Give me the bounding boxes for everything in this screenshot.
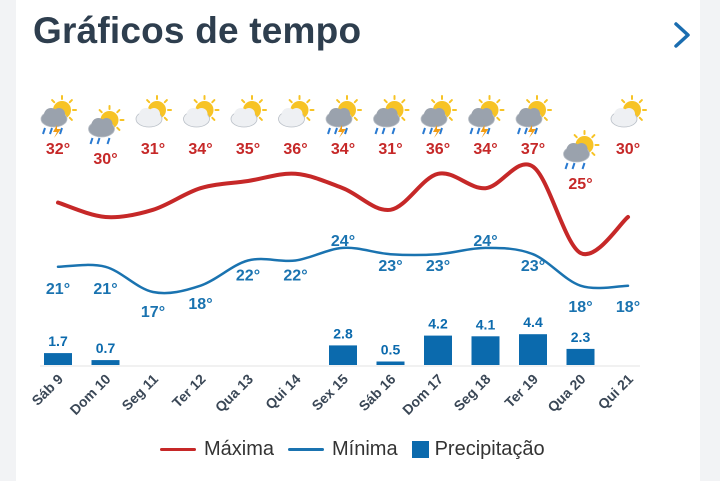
page-title: Gráficos de tempo — [33, 10, 362, 51]
x-tick-label: Qui 14 — [262, 371, 304, 413]
max-temp-label: 31° — [141, 141, 165, 158]
chevron-right-icon[interactable] — [668, 18, 696, 52]
max-temp-label: 32° — [46, 141, 70, 158]
min-temp-label: 24° — [473, 233, 497, 250]
legend-precip: Precipitação — [411, 437, 545, 461]
min-temp-label: 22° — [236, 268, 260, 285]
precip-bar — [566, 348, 595, 365]
min-temp-label: 21° — [46, 281, 70, 298]
legend-min-label: Mínima — [332, 437, 398, 460]
storm-icon — [515, 95, 552, 138]
precip-bar — [376, 361, 405, 365]
min-temp-label: 22° — [283, 268, 307, 285]
max-temp-label: 36° — [283, 141, 307, 158]
min-temp-label: 18° — [568, 299, 592, 316]
min-temp-label: 23° — [426, 258, 450, 275]
max-temperature-line — [56, 162, 630, 257]
legend-max-label: Máxima — [204, 437, 275, 460]
legend-precip-swatch — [411, 440, 429, 458]
precip-bar — [424, 335, 452, 365]
x-tick-label: Sáb 16 — [355, 371, 398, 414]
partly-cloudy-icon — [183, 95, 220, 128]
partly-cloudy-icon — [278, 95, 315, 128]
legend-precip-label: Precipitação — [434, 437, 545, 460]
legend-min: Mínima — [288, 438, 398, 461]
min-temp-label: 21° — [93, 281, 117, 298]
chart-legend: Máxima Mínima Precipitação — [160, 436, 559, 462]
rain-icon — [88, 105, 125, 145]
x-tick-label: Dom 17 — [399, 371, 446, 418]
precip-bar — [44, 353, 72, 365]
x-tick-label: Seg 11 — [118, 371, 161, 414]
rain-icon — [563, 130, 600, 170]
legend-min-swatch — [288, 447, 325, 451]
x-tick-label: Ter 12 — [169, 371, 209, 411]
legend-max-swatch — [160, 447, 196, 451]
legend-max: Máxima — [160, 438, 274, 461]
max-temp-label: 30° — [616, 141, 640, 158]
precip-value-label: 0.7 — [96, 340, 116, 356]
max-temp-label: 31° — [378, 141, 402, 158]
storm-icon — [40, 95, 77, 138]
precip-value-label: 0.5 — [381, 342, 401, 358]
precip-bar — [519, 334, 547, 365]
max-temp-label: 34° — [473, 141, 497, 158]
weather-card — [16, 0, 700, 481]
precip-value-label: 2.3 — [571, 329, 591, 345]
x-tick-label: Seg 18 — [450, 371, 493, 414]
min-temp-label: 17° — [141, 304, 165, 321]
storm-icon — [325, 95, 362, 138]
max-temp-label: 25° — [568, 176, 592, 193]
partly-cloudy-icon — [610, 95, 647, 128]
max-temp-label: 35° — [236, 141, 260, 158]
min-temp-label: 18° — [188, 296, 212, 313]
x-tick-label: Qua 20 — [544, 371, 588, 415]
max-temp-label: 36° — [426, 141, 450, 158]
storm-icon — [468, 95, 505, 138]
max-temp-label: 34° — [188, 141, 212, 158]
min-temp-label: 23° — [521, 258, 545, 275]
precip-value-label: 4.2 — [428, 316, 448, 332]
min-temp-label: 24° — [331, 233, 355, 250]
min-temp-label: 23° — [378, 258, 402, 275]
rain-icon — [373, 95, 410, 135]
x-tick-label: Ter 19 — [501, 371, 541, 411]
x-tick-label: Qui 21 — [595, 371, 637, 413]
max-temp-label: 34° — [331, 141, 355, 158]
min-temperature-line — [56, 246, 630, 295]
precip-value-label: 4.1 — [476, 316, 496, 332]
x-tick-label: Qua 13 — [212, 371, 256, 415]
partly-cloudy-icon — [230, 95, 267, 128]
precip-bar — [471, 336, 500, 365]
x-tick-label: Sex 15 — [308, 371, 351, 414]
precip-value-label: 4.4 — [523, 314, 543, 330]
max-temp-label: 30° — [93, 151, 117, 168]
precip-bar — [91, 360, 120, 365]
precip-value-label: 1.7 — [48, 333, 68, 349]
partly-cloudy-icon — [135, 95, 172, 128]
x-tick-label: Sáb 9 — [28, 371, 66, 409]
precip-bar — [329, 345, 357, 365]
precip-value-label: 2.8 — [333, 325, 353, 341]
x-tick-label: Dom 10 — [67, 371, 114, 418]
max-temp-label: 37° — [521, 141, 545, 158]
min-temp-label: 18° — [616, 299, 640, 316]
storm-icon — [420, 95, 457, 138]
